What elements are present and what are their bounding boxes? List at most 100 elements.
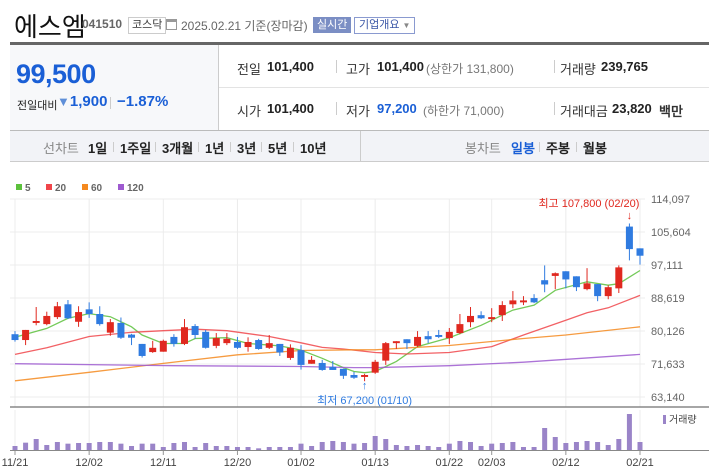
low-label: 저가 xyxy=(346,104,370,119)
line-period-4[interactable]: 3년 xyxy=(237,141,257,156)
line-period-5[interactable]: 5년 xyxy=(268,141,288,156)
high-annotation: 최고 107,800 (02/20) xyxy=(538,197,639,210)
line-chart-label: 선차트 xyxy=(43,141,79,156)
candle-body xyxy=(244,341,252,348)
candle-body xyxy=(477,315,485,319)
ma20-line xyxy=(14,294,641,356)
volume-bar xyxy=(23,442,29,450)
volume-bar xyxy=(457,441,463,450)
volume-bar xyxy=(12,446,18,450)
volume-bar xyxy=(510,442,516,450)
candle-body xyxy=(488,317,496,320)
candle-body xyxy=(85,309,93,315)
candle-body xyxy=(583,283,591,290)
candle-body xyxy=(138,343,146,356)
y-tick-label: 105,604 xyxy=(651,227,691,239)
volume-bar xyxy=(97,442,103,450)
realtime-button[interactable]: 실시간 xyxy=(313,17,352,33)
ma60-line xyxy=(14,326,641,382)
candle-body xyxy=(382,343,390,361)
line-period-2[interactable]: 3개월 xyxy=(162,141,194,156)
candle-body xyxy=(509,300,517,305)
volume-bar xyxy=(65,443,71,450)
volume-bar xyxy=(563,443,569,450)
divider xyxy=(554,60,555,73)
candle-body xyxy=(75,312,83,322)
line-period-3[interactable]: 1년 xyxy=(205,141,225,156)
line-period-1[interactable]: 1주일 xyxy=(120,141,152,156)
candle-body xyxy=(297,350,305,365)
candle-body xyxy=(572,276,580,288)
x-tick-label: 11/21 xyxy=(2,457,29,469)
legend-label-120: 120 xyxy=(127,183,144,194)
divider xyxy=(261,142,262,152)
candle-body xyxy=(424,336,432,340)
divider xyxy=(110,97,111,109)
candle-body xyxy=(233,341,241,348)
volume-bar xyxy=(76,443,82,450)
volume-bar xyxy=(626,414,632,450)
candle-body xyxy=(414,336,422,346)
candle-body xyxy=(32,320,40,323)
y-tick-label: 97,111 xyxy=(651,260,683,272)
candle-body xyxy=(22,329,30,341)
toolbar-divider xyxy=(360,131,361,162)
amount-value: 23,820 xyxy=(612,101,652,116)
volume-bar xyxy=(139,443,145,450)
volume-bar xyxy=(446,443,452,450)
volume-bar xyxy=(44,445,50,450)
y-tick-label: 88,619 xyxy=(651,293,685,305)
volume-bar xyxy=(531,447,537,450)
candle-body xyxy=(212,338,220,346)
candle-body xyxy=(11,334,19,341)
x-tick-label: 01/13 xyxy=(361,457,389,469)
price-panel xyxy=(10,45,219,130)
volume-bar xyxy=(266,447,272,450)
candle-body xyxy=(276,343,284,353)
candle-period-2[interactable]: 월봉 xyxy=(583,141,607,156)
line-period-6[interactable]: 10년 xyxy=(300,141,327,156)
company-overview-dropdown[interactable]: 기업개요 ▼ xyxy=(354,17,416,34)
volume-bar xyxy=(277,447,283,450)
candle-body xyxy=(202,331,210,348)
y-tick-label: 80,126 xyxy=(651,326,685,338)
amount-unit: 백만 xyxy=(659,104,683,119)
volume-bar xyxy=(330,441,336,450)
candle-body xyxy=(318,362,326,370)
high-value: 101,400 xyxy=(377,59,424,74)
volume-bar xyxy=(213,446,219,450)
divider xyxy=(155,142,156,152)
change-amount: 1,900 xyxy=(69,93,108,110)
candle-body xyxy=(43,315,51,325)
candle-body xyxy=(265,343,273,348)
header-divider xyxy=(10,42,709,45)
volume-bar xyxy=(393,445,399,450)
candle-period-0[interactable]: 일봉 xyxy=(511,141,535,156)
candle-body xyxy=(498,305,506,316)
candle-body xyxy=(329,366,337,370)
volume-legend-label: 거래량 xyxy=(669,414,697,426)
volume-legend-swatch xyxy=(663,415,666,424)
volume-bar xyxy=(160,447,166,450)
volume-bar xyxy=(362,443,368,450)
candle-period-1[interactable]: 주봉 xyxy=(546,141,570,156)
x-tick-label: 12/11 xyxy=(150,457,177,469)
candle-body xyxy=(604,287,612,297)
volume-bar xyxy=(415,445,421,450)
company-overview-label: 기업개요 xyxy=(359,19,400,31)
x-tick-label: 02/03 xyxy=(478,457,506,469)
volume-bar xyxy=(425,446,431,450)
line-period-0[interactable]: 1일 xyxy=(88,141,108,156)
candle-body xyxy=(170,336,178,344)
candle-body xyxy=(339,368,347,376)
candle-body xyxy=(106,322,114,333)
change-label: 전일대비 xyxy=(17,100,58,112)
volume-bar xyxy=(234,447,240,450)
stock-code: 041510 xyxy=(82,17,123,31)
x-tick-label: 01/22 xyxy=(436,457,464,469)
candle-body xyxy=(308,359,316,364)
candle-body xyxy=(128,334,136,338)
open-label: 시가 xyxy=(237,104,261,119)
volume-bar xyxy=(118,443,124,450)
candle-body xyxy=(403,339,411,344)
